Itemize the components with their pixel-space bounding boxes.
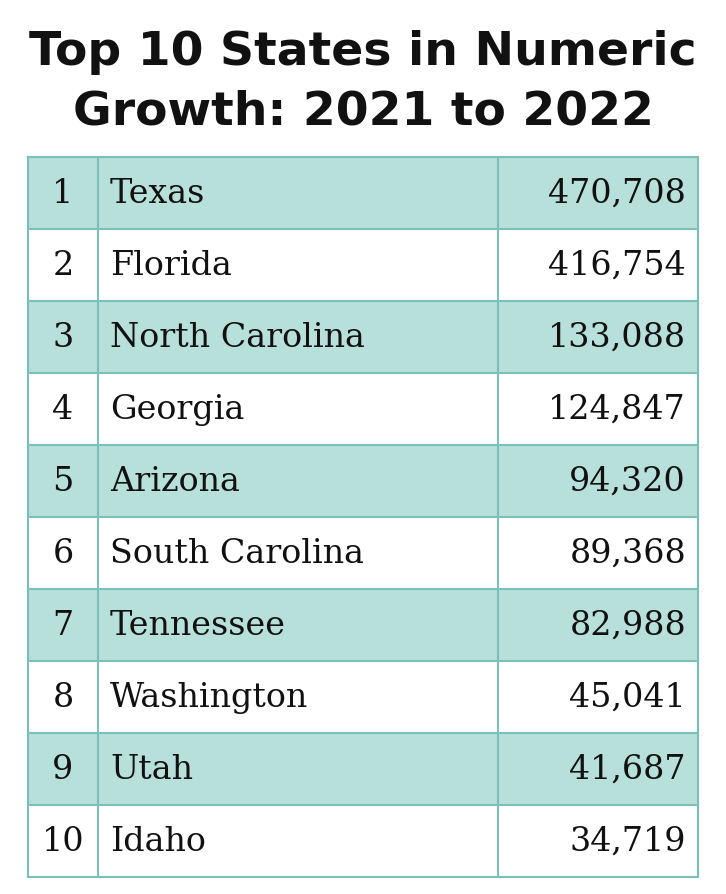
Text: 2: 2: [52, 249, 73, 282]
Bar: [28, 374, 698, 445]
Text: Arizona: Arizona: [110, 466, 240, 497]
Text: Utah: Utah: [110, 753, 193, 785]
Text: 89,368: 89,368: [569, 537, 686, 569]
Bar: [28, 733, 698, 805]
Text: 10: 10: [41, 825, 84, 857]
Text: Florida: Florida: [110, 249, 232, 282]
Bar: [28, 805, 698, 877]
Text: 124,847: 124,847: [548, 393, 686, 426]
Bar: [28, 301, 698, 374]
Text: 94,320: 94,320: [569, 466, 686, 497]
Text: 133,088: 133,088: [548, 322, 686, 354]
Text: 3: 3: [52, 322, 73, 354]
Bar: [28, 518, 698, 589]
Text: Texas: Texas: [110, 178, 205, 210]
Text: Idaho: Idaho: [110, 825, 206, 857]
Text: 7: 7: [52, 610, 73, 641]
Text: South Carolina: South Carolina: [110, 537, 364, 569]
Text: 82,988: 82,988: [569, 610, 686, 641]
Text: 5: 5: [52, 466, 73, 497]
Text: Growth: 2021 to 2022: Growth: 2021 to 2022: [73, 89, 653, 134]
Text: Tennessee: Tennessee: [110, 610, 286, 641]
Text: 8: 8: [52, 681, 73, 713]
Text: 6: 6: [52, 537, 73, 569]
Text: 45,041: 45,041: [569, 681, 686, 713]
Bar: [28, 589, 698, 662]
Text: Top 10 States in Numeric: Top 10 States in Numeric: [29, 30, 697, 74]
Text: 41,687: 41,687: [569, 753, 686, 785]
Text: Washington: Washington: [110, 681, 309, 713]
Bar: [28, 662, 698, 733]
Text: 34,719: 34,719: [569, 825, 686, 857]
Text: North Carolina: North Carolina: [110, 322, 365, 354]
Text: 9: 9: [52, 753, 73, 785]
Bar: [28, 158, 698, 230]
Text: 1: 1: [52, 178, 73, 210]
Text: 470,708: 470,708: [548, 178, 686, 210]
Text: Georgia: Georgia: [110, 393, 245, 426]
Text: 416,754: 416,754: [548, 249, 686, 282]
Bar: [28, 230, 698, 301]
Bar: [28, 445, 698, 518]
Text: 4: 4: [52, 393, 73, 426]
